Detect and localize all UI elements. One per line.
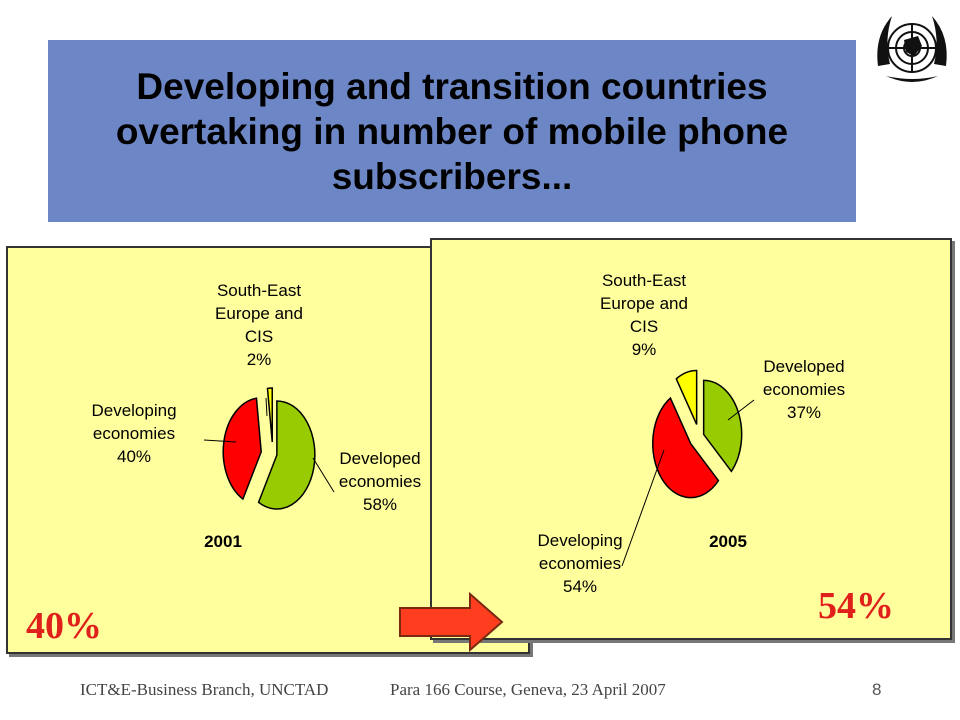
pie-slice-see-cis-2001	[266, 387, 273, 443]
pie-slice-developed-2005	[702, 379, 743, 473]
page-number: 8	[872, 680, 882, 699]
highlight-54-percent: 54%	[818, 585, 894, 627]
panel-2005: Developed economies 37% Developing economies…	[430, 238, 952, 640]
pie-chart-2001: Developed economies 58% Developing economies…	[91, 281, 421, 551]
title-banner: Developing and transition countries over…	[48, 40, 856, 222]
data-label-developed-2001: Developed economies 58%	[339, 449, 421, 514]
leader-line-developing	[203, 439, 237, 443]
leader-line-developing	[621, 449, 665, 567]
data-label-see-cis-2001: South-East Europe and CIS 2%	[215, 281, 303, 369]
data-label-developing-2001: Developing economies 40%	[91, 401, 176, 466]
leader-line-see-cis	[265, 397, 268, 417]
pie-slice-see-cis-2005	[675, 369, 698, 425]
chart-year-2005: 2005	[709, 532, 747, 551]
slide-title: Developing and transition countries over…	[115, 65, 789, 197]
pie-slice-developed-2001	[257, 400, 316, 510]
leader-line-developed	[312, 457, 335, 493]
data-label-developing-2005: Developing economies 54%	[537, 531, 622, 596]
pie-slice-developing-2005	[652, 396, 720, 499]
right-arrow-icon	[399, 592, 504, 652]
data-label-see-cis-2005: South-East Europe and CIS 9%	[600, 271, 688, 359]
highlight-40-percent: 40%	[26, 605, 102, 647]
leader-line-developed	[727, 399, 755, 421]
pie-chart-2005: Developed economies 37% Developing economies…	[537, 271, 845, 596]
footer-course: Para 166 Course, Geneva, 23 April 2007	[390, 680, 666, 699]
footer-branch: ICT&E-Business Branch, UNCTAD	[80, 680, 329, 699]
un-emblem-icon	[877, 16, 947, 82]
data-label-developed-2005: Developed economies 37%	[763, 357, 845, 422]
chart-year-2001: 2001	[204, 532, 242, 551]
pie-slice-developing-2001	[222, 397, 262, 501]
